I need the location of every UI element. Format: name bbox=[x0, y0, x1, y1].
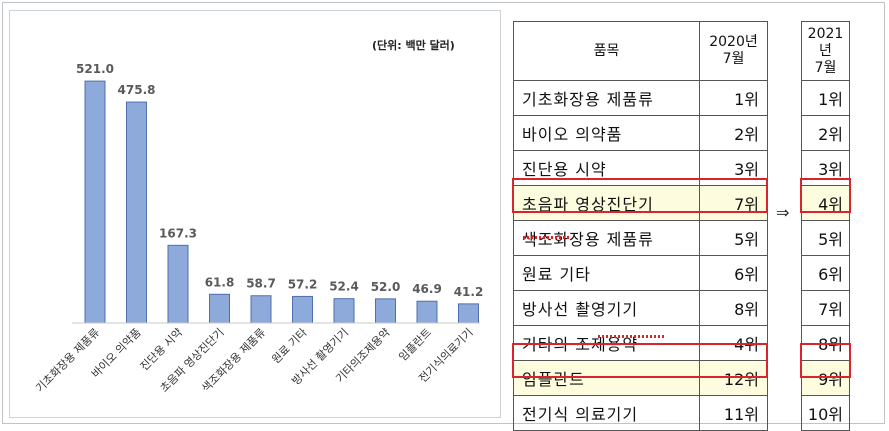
bar-3 bbox=[167, 244, 189, 324]
rank-2021: 4위 bbox=[801, 185, 850, 221]
table-row: 4위 bbox=[801, 185, 850, 221]
item-name: 진단용 시약 bbox=[513, 150, 700, 186]
table-row: 진단용 시약 3위 bbox=[513, 150, 768, 186]
value-label: 46.9 bbox=[412, 282, 442, 296]
unit-note: (단위: 백만 달러) bbox=[372, 38, 455, 52]
highlight-box-ultrasound-right bbox=[800, 178, 851, 213]
category-label: 기초화장용 제품류 bbox=[33, 326, 102, 395]
rank-2021: 7위 bbox=[801, 290, 850, 326]
value-label: 475.8 bbox=[118, 83, 156, 97]
highlight-box-implant-left bbox=[512, 343, 768, 378]
rank-2020: 3위 bbox=[699, 150, 768, 186]
rank-2020: 7위 bbox=[699, 185, 768, 221]
header-item: 품목 bbox=[513, 21, 700, 81]
table-row: 3위 bbox=[801, 150, 850, 186]
rank-2021-table: 2021년 7월 1위 2위 3위 4위 5위 6위 7위 8위 9위 10위 bbox=[801, 21, 850, 431]
table-row: 전기식 의료기기 11위 bbox=[513, 395, 768, 431]
bar-1 bbox=[84, 80, 106, 324]
rank-2020: 11위 bbox=[699, 395, 768, 431]
category-label: 임플란트 bbox=[396, 326, 434, 364]
rank-2021: 5위 bbox=[801, 220, 850, 256]
item-name: 원료 기타 bbox=[513, 255, 700, 291]
bar-chart-panel: (단위: 백만 달러) 521.0 기초화장용 제품류 475.8 바이오 의약품 16… bbox=[9, 10, 501, 418]
table-row: 바이오 의약품 2위 bbox=[513, 115, 768, 151]
rank-2020: 1위 bbox=[699, 80, 768, 116]
item-name: 바이오 의약품 bbox=[513, 115, 700, 151]
highlight-box-ultrasound-left bbox=[512, 178, 768, 213]
value-label: 41.2 bbox=[454, 285, 484, 299]
bar-9 bbox=[416, 300, 438, 324]
rank-2020: 2위 bbox=[699, 115, 768, 151]
value-label: 52.4 bbox=[329, 280, 359, 294]
table-row: 원료 기타 6위 bbox=[513, 255, 768, 291]
rank-2020: 6위 bbox=[699, 255, 768, 291]
figure-frame bbox=[2, 2, 885, 424]
item-name: 기초화장용 제품류 bbox=[513, 80, 700, 116]
header-2020: 2020년 7월 bbox=[699, 21, 768, 81]
bar-4 bbox=[209, 293, 230, 324]
rank-2021: 9위 bbox=[801, 360, 850, 396]
table-row: 5위 bbox=[801, 220, 850, 256]
arrow-icon: ⇒ bbox=[776, 203, 790, 222]
rank-2020: 8위 bbox=[699, 290, 768, 326]
rank-table: 품목 2020년 7월 기초화장용 제품류 1위 바이오 의약품 2위 진단용 시약 3위… bbox=[513, 21, 768, 431]
rank-2021: 2위 bbox=[801, 115, 850, 151]
value-label: 521.0 bbox=[76, 62, 114, 76]
value-label: 52.0 bbox=[371, 280, 401, 294]
rank-2021: 10위 bbox=[801, 395, 850, 431]
value-label: 57.2 bbox=[288, 277, 318, 291]
table-row: 10위 bbox=[801, 395, 850, 431]
rank-2021: 1위 bbox=[801, 80, 850, 116]
table-row: 임플란트 12위 bbox=[513, 360, 768, 396]
highlight-box-implant-right bbox=[800, 343, 851, 378]
table-row: 2위 bbox=[801, 115, 850, 151]
rank-2020: 12위 bbox=[699, 360, 768, 396]
item-name: 임플란트 bbox=[513, 360, 700, 396]
category-label: 원료 기타 bbox=[269, 326, 309, 366]
value-label: 61.8 bbox=[205, 275, 235, 289]
table-row: 1위 bbox=[801, 80, 850, 116]
header-2021: 2021년 7월 bbox=[801, 21, 850, 81]
bar-7 bbox=[333, 298, 355, 324]
table-row: 6위 bbox=[801, 255, 850, 291]
bar-6 bbox=[292, 295, 313, 324]
value-label: 58.7 bbox=[246, 277, 276, 291]
rank-2021: 3위 bbox=[801, 150, 850, 186]
bar-10 bbox=[458, 303, 479, 324]
item-name: 방사선 촬영기기 bbox=[513, 290, 700, 326]
rank-2020: 5위 bbox=[699, 220, 768, 256]
rank-2021: 6위 bbox=[801, 255, 850, 291]
spellcheck-underline bbox=[523, 236, 571, 239]
bar-8 bbox=[375, 298, 396, 324]
table-row: 방사선 촬영기기 8위 bbox=[513, 290, 768, 326]
table-row: 9위 bbox=[801, 360, 850, 396]
table-row: 7위 bbox=[801, 290, 850, 326]
item-name: 전기식 의료기기 bbox=[513, 395, 700, 431]
value-label: 167.3 bbox=[159, 226, 197, 240]
table-row: 기초화장용 제품류 1위 bbox=[513, 80, 768, 116]
bar-5 bbox=[250, 295, 272, 324]
spellcheck-underline bbox=[598, 335, 664, 338]
bar-2 bbox=[126, 101, 147, 324]
